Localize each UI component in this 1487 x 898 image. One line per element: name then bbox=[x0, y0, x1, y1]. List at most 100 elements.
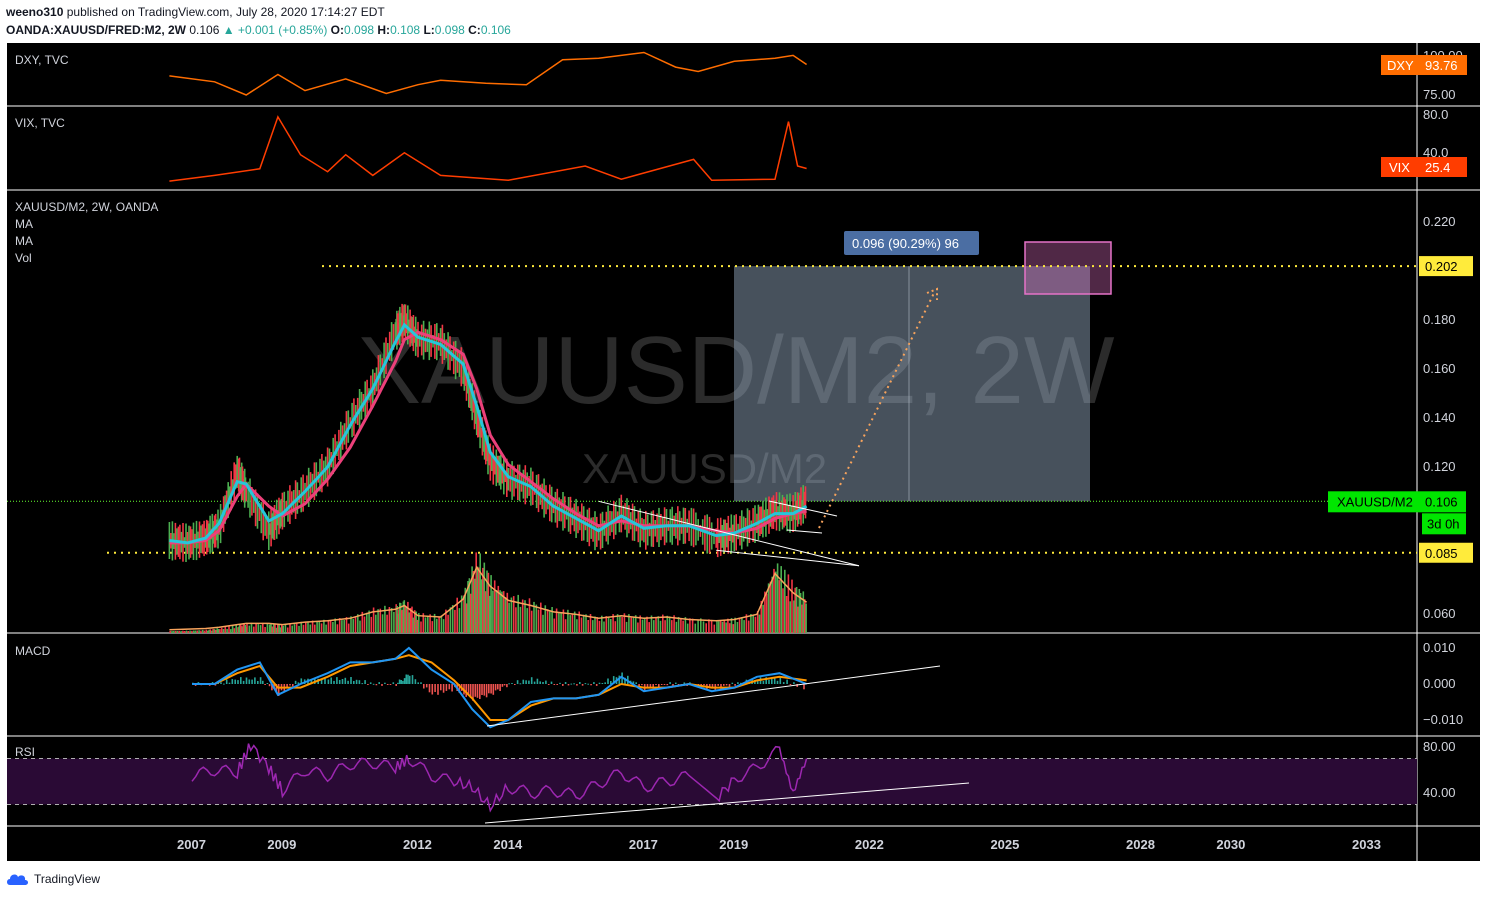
volume-ma-line bbox=[169, 565, 808, 631]
volume-bar bbox=[442, 619, 445, 633]
level-badge bbox=[1419, 256, 1473, 277]
current-price-label: XAUUSD/M2 bbox=[1337, 494, 1413, 509]
volume-bar bbox=[314, 624, 316, 633]
volume-bar bbox=[245, 626, 247, 633]
macd-histogram-bar bbox=[528, 680, 530, 684]
volume-bar bbox=[424, 617, 427, 633]
volume-bar bbox=[484, 591, 487, 633]
volume-bar bbox=[653, 620, 655, 633]
volume-bar bbox=[224, 627, 227, 633]
macd-histogram-bar bbox=[386, 684, 389, 685]
measure-box bbox=[734, 266, 1090, 502]
volume-bar bbox=[264, 627, 266, 633]
macd-histogram-bar bbox=[403, 678, 406, 684]
macd-histogram-bar bbox=[292, 684, 294, 687]
volume-bar bbox=[560, 612, 562, 633]
volume-bar bbox=[549, 611, 551, 633]
macd-histogram-bar bbox=[503, 684, 506, 686]
volume-bar bbox=[438, 616, 440, 633]
volume-bar bbox=[239, 624, 242, 633]
volume-bar bbox=[501, 591, 503, 633]
macd-histogram-bar bbox=[675, 682, 677, 684]
measure-label-text: 0.096 (90.29%) 96 bbox=[852, 236, 959, 251]
macd-histogram-bar bbox=[737, 682, 739, 684]
macd-histogram-bar bbox=[341, 679, 344, 684]
volume-bar bbox=[479, 553, 481, 633]
macd-histogram-bar bbox=[610, 681, 612, 684]
macd-histogram-bar bbox=[320, 679, 323, 684]
volume-bar bbox=[648, 622, 650, 633]
macd-histogram-bar bbox=[587, 683, 589, 685]
macd-histogram-bar bbox=[266, 683, 269, 684]
footer-brand[interactable]: TradingView bbox=[6, 872, 100, 886]
volume-bar bbox=[495, 590, 498, 633]
volume-bar bbox=[619, 616, 621, 633]
volume-bar bbox=[486, 570, 488, 633]
volume-bar bbox=[675, 621, 678, 633]
volume-bar bbox=[542, 614, 544, 633]
volume-bar bbox=[756, 611, 759, 633]
volume-bar bbox=[396, 606, 398, 633]
macd-histogram-bar bbox=[353, 681, 355, 684]
volume-bar bbox=[598, 620, 601, 633]
publisher-name[interactable]: weeno310 bbox=[6, 5, 64, 19]
volume-bar bbox=[798, 589, 801, 633]
volume-bar bbox=[231, 625, 234, 633]
volume-bar bbox=[359, 620, 361, 633]
volume-bar bbox=[222, 629, 225, 633]
volume-bar bbox=[794, 587, 796, 633]
dxy-tick: 75.00 bbox=[1423, 87, 1456, 102]
macd-histogram-bar bbox=[556, 684, 558, 685]
macd-histogram-bar bbox=[593, 682, 595, 684]
volume-bar bbox=[196, 630, 199, 633]
volume-bar bbox=[363, 616, 366, 633]
volume-bar bbox=[233, 628, 236, 633]
volume-bar bbox=[386, 614, 388, 633]
macd-histogram-bar bbox=[728, 684, 731, 687]
macd-histogram-bar bbox=[545, 680, 547, 684]
volume-bar bbox=[395, 604, 397, 633]
volume-bar bbox=[480, 579, 483, 633]
volume-bar bbox=[519, 606, 522, 633]
macd-histogram-bar bbox=[411, 675, 414, 684]
volume-bar bbox=[336, 624, 339, 633]
volume-bar bbox=[248, 625, 251, 633]
macd-histogram-bar bbox=[234, 679, 236, 684]
time-axis-tick: 2022 bbox=[855, 837, 884, 852]
high-value: 0.108 bbox=[390, 23, 421, 37]
macd-histogram-bar bbox=[474, 684, 477, 697]
volume-bar bbox=[677, 617, 680, 633]
dxy-last-badge bbox=[1381, 55, 1467, 75]
volume-bar bbox=[409, 608, 412, 633]
macd-histogram-bar bbox=[516, 680, 519, 684]
price-tick: 0.120 bbox=[1423, 459, 1456, 474]
volume-bar bbox=[454, 609, 456, 633]
volume-bar bbox=[596, 617, 599, 633]
macd-histogram-bar bbox=[632, 681, 635, 684]
volume-bar bbox=[277, 624, 279, 633]
volume-bar bbox=[465, 603, 468, 633]
volume-bar bbox=[220, 627, 223, 633]
volume-bar bbox=[521, 599, 524, 633]
volume-bar bbox=[176, 631, 179, 633]
volume-bar bbox=[764, 591, 766, 633]
indicator-label: Vol bbox=[15, 251, 32, 265]
volume-bar bbox=[213, 629, 216, 633]
volume-bar bbox=[793, 600, 795, 633]
dxy-last-label: DXY bbox=[1387, 58, 1414, 73]
volume-bar bbox=[582, 614, 585, 633]
macd-histogram-bar bbox=[683, 682, 686, 684]
volume-bar bbox=[219, 629, 221, 633]
volume-bar bbox=[329, 621, 332, 633]
macd-histogram-bar bbox=[576, 684, 578, 686]
volume-bar bbox=[463, 595, 465, 633]
macd-histogram-bar bbox=[338, 680, 341, 684]
volume-bar bbox=[634, 615, 637, 633]
volume-bar bbox=[614, 621, 617, 633]
volume-bar bbox=[211, 630, 213, 633]
volume-bar bbox=[637, 622, 639, 633]
volume-bar bbox=[771, 576, 773, 633]
volume-bar bbox=[530, 610, 533, 633]
